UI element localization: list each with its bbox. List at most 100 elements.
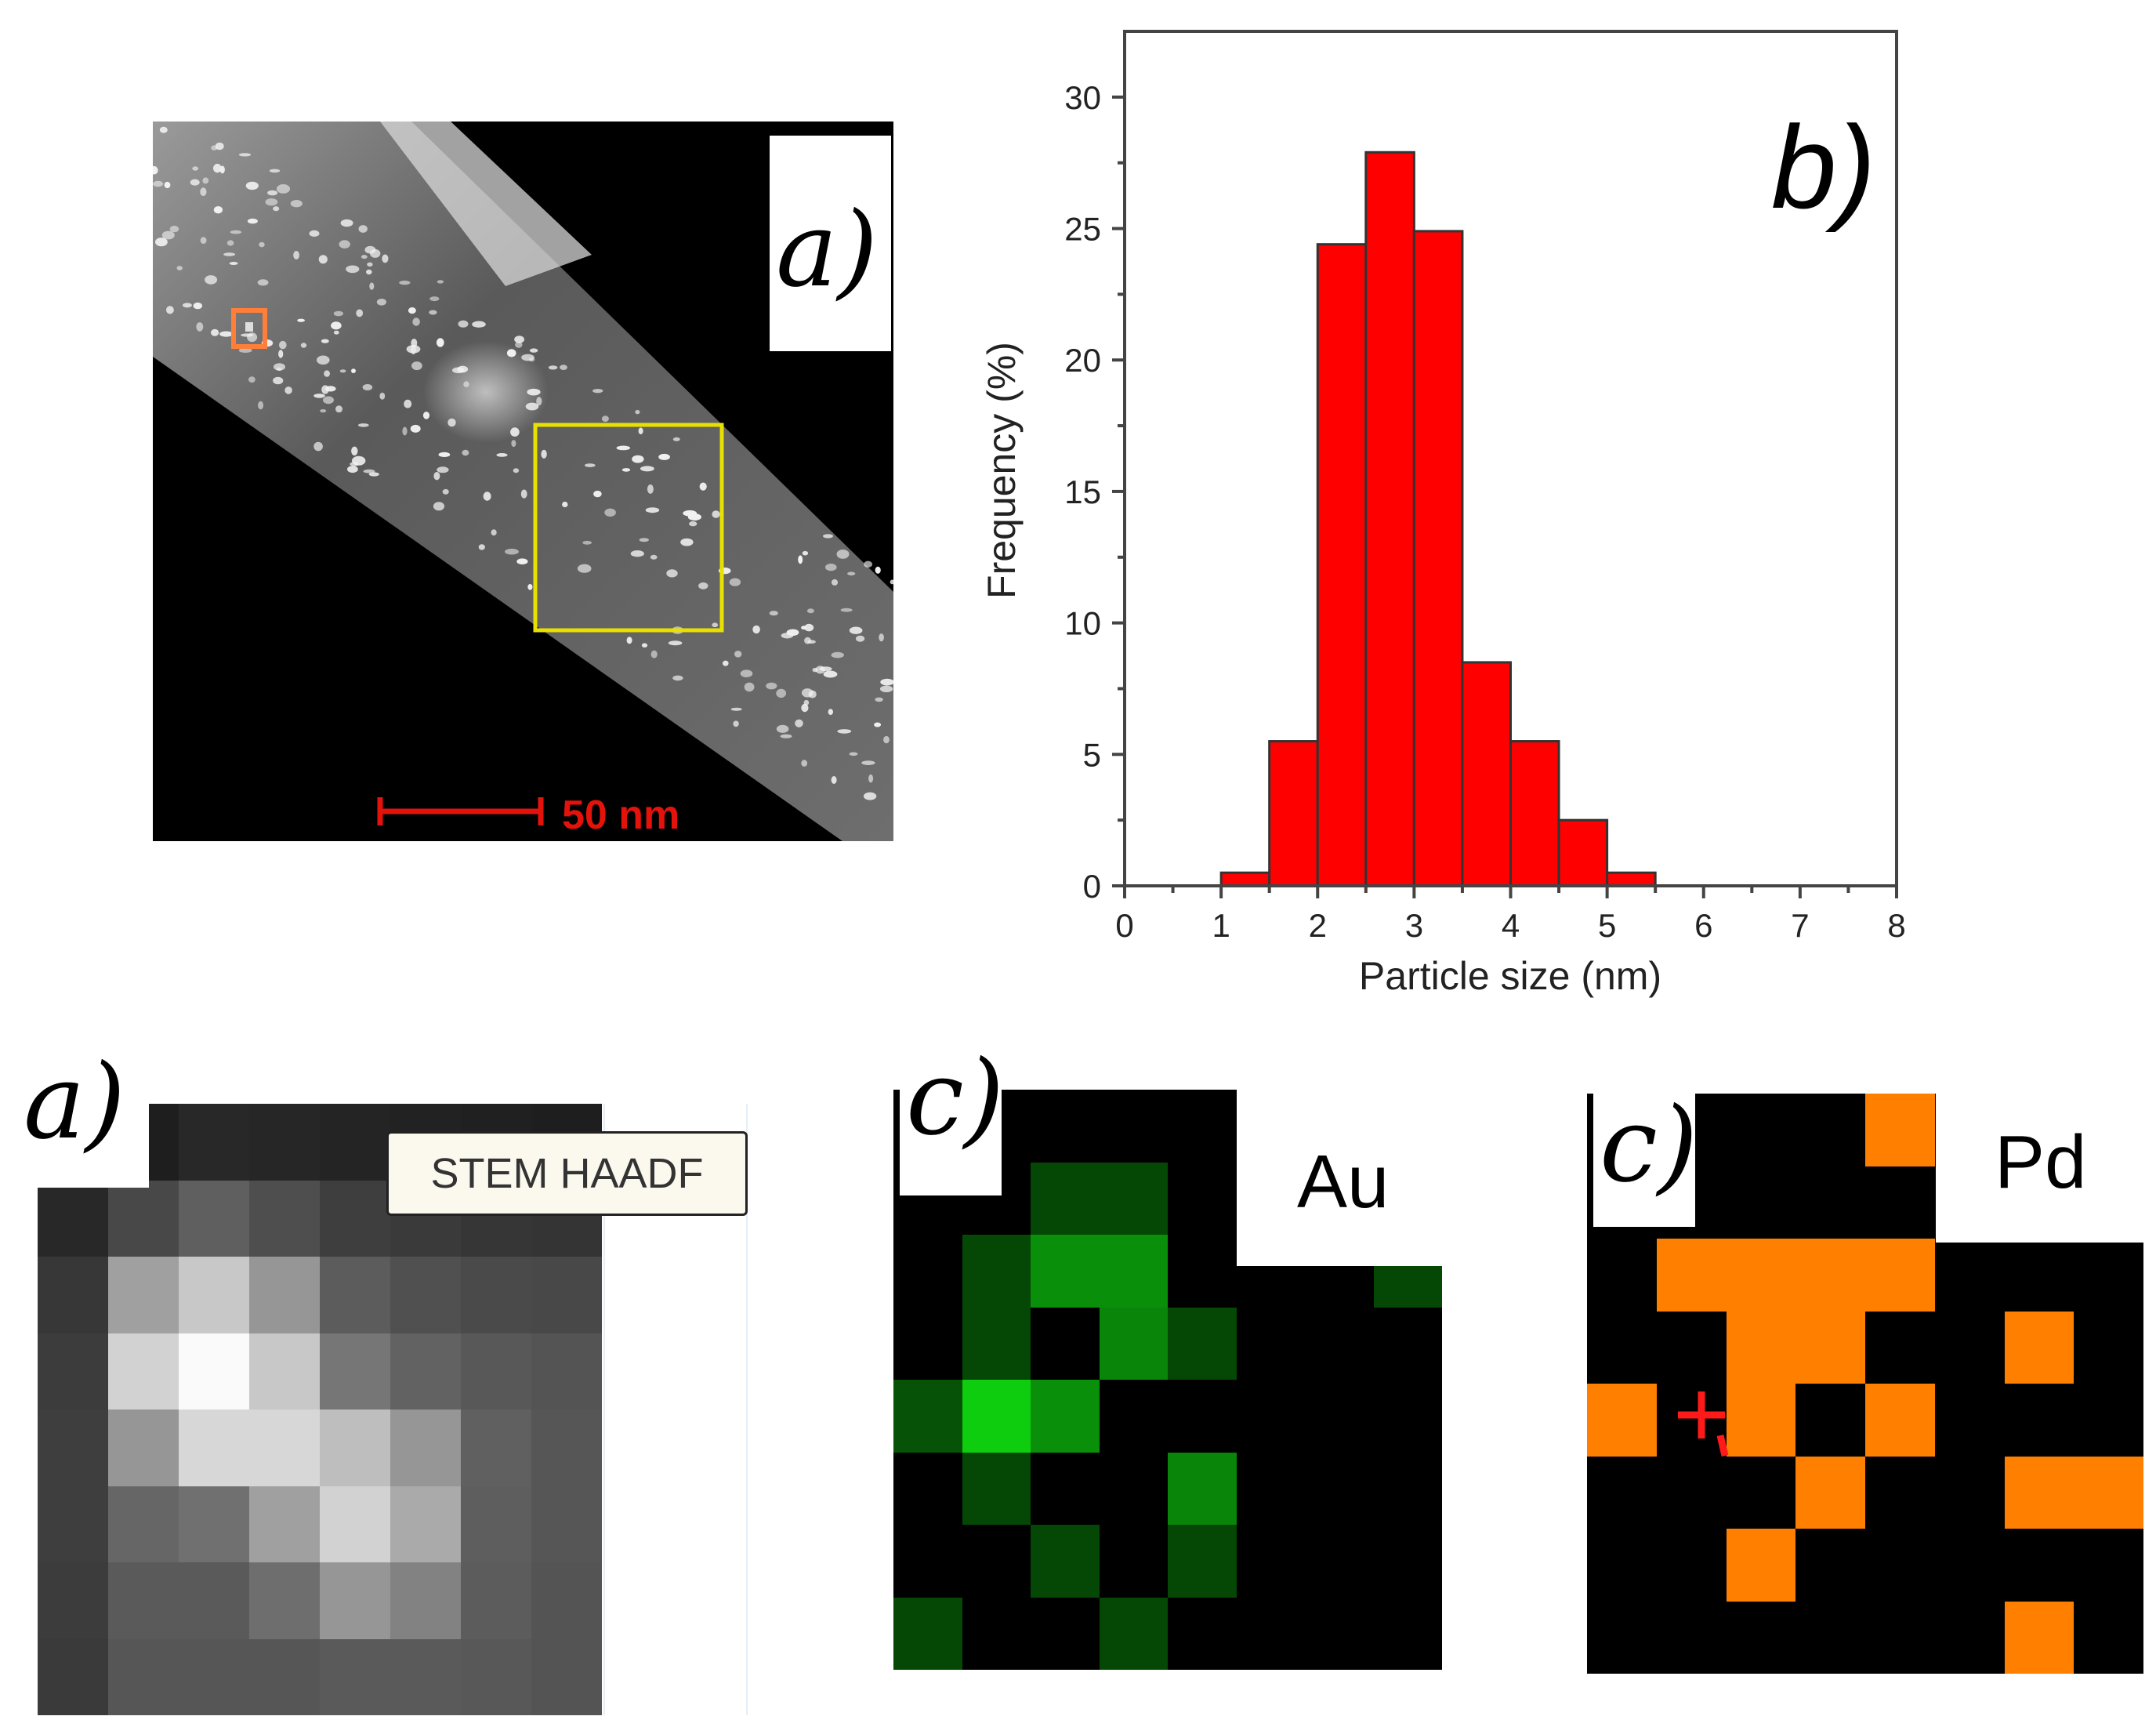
stem-pixel: [179, 1257, 249, 1333]
nanoparticle: [317, 355, 330, 365]
nanoparticle: [641, 643, 648, 648]
nanoparticle: [150, 165, 158, 175]
nanoparticle: [325, 386, 336, 392]
y-tick-label: 10: [1064, 605, 1101, 642]
nanoparticle: [339, 369, 346, 373]
map-pixel: [962, 1307, 1031, 1380]
nanoparticle: [366, 269, 372, 275]
stem-pixel: [461, 1486, 531, 1562]
map-pixel: [2074, 1601, 2143, 1674]
nanoparticle: [155, 238, 168, 247]
y-tick-label: 5: [1083, 736, 1101, 773]
stem-pixel: [461, 1257, 531, 1333]
map-pixel: [1934, 1456, 2005, 1529]
nanoparticle: [313, 394, 325, 398]
map-pixel: [1656, 1311, 1727, 1384]
stem-pixel: [249, 1104, 320, 1181]
stem-pixel: [320, 1638, 390, 1715]
map-pixel: [2074, 1456, 2143, 1529]
stem-pixel: [320, 1180, 390, 1257]
map-pixel: [1236, 1597, 1305, 1670]
nanoparticle: [734, 651, 742, 658]
map-pixel: [962, 1235, 1031, 1308]
stem-pixel: [320, 1410, 390, 1486]
nanoparticle: [593, 490, 602, 498]
nanoparticle: [238, 153, 252, 157]
stem-pixel: [320, 1257, 390, 1333]
nanoparticle: [491, 529, 497, 536]
nanoparticle: [169, 225, 179, 233]
nanoparticle: [621, 468, 631, 472]
nanoparticle: [278, 350, 284, 358]
map-pixel: [1726, 1166, 1796, 1239]
nanoparticle: [740, 669, 753, 677]
nanoparticle: [230, 230, 242, 234]
stem-pixel: [38, 1257, 108, 1333]
map-pixel: [1099, 1162, 1168, 1235]
map-pixel: [893, 1307, 962, 1380]
panel-label-c-mid: c): [900, 1047, 1004, 1195]
histogram-bar: [1606, 871, 1657, 887]
nanoparticle: [437, 280, 444, 284]
stem-pixel: [531, 1638, 602, 1715]
nanoparticle: [437, 466, 449, 473]
nanoparticle: [429, 296, 440, 302]
nanoparticle: [284, 386, 292, 394]
stem-pixel: [249, 1410, 320, 1486]
map-pixel: [1099, 1235, 1168, 1308]
nanoparticle: [333, 330, 339, 335]
map-pixel: [1305, 1525, 1374, 1598]
panel-label-a-bottom: a): [0, 1035, 149, 1188]
crosshair-icon: [1678, 1391, 1729, 1457]
stem-pixel: [249, 1257, 320, 1333]
map-pixel: [1031, 1307, 1100, 1380]
map-pixel: [1031, 1597, 1100, 1670]
nanoparticle: [847, 571, 856, 576]
nanoparticle: [672, 675, 683, 681]
stem-pixel: [179, 1562, 249, 1639]
stem-pixel: [531, 1486, 602, 1562]
nanoparticle: [823, 670, 838, 678]
panel-label-b: b): [1771, 101, 1875, 233]
histogram-bar: [1557, 818, 1609, 887]
stem-pixel: [320, 1562, 390, 1639]
nanoparticle: [356, 309, 364, 317]
nanoparticle: [196, 322, 204, 332]
stem-pixel: [390, 1638, 461, 1715]
map-pixel: [1795, 1529, 1865, 1602]
x-tick-label: 6: [1694, 907, 1712, 944]
map-pixel: [2004, 1601, 2074, 1674]
histogram-bar: [1461, 661, 1512, 887]
nanoparticle: [200, 237, 207, 244]
map-pixel: [2004, 1529, 2074, 1602]
nanoparticle: [511, 440, 516, 448]
y-tick-label: 15: [1064, 473, 1101, 510]
nanoparticle: [402, 426, 408, 436]
stem-pixel: [38, 1486, 108, 1562]
nanoparticle: [438, 452, 451, 457]
nanoparticle: [802, 550, 809, 556]
nanoparticle: [647, 484, 654, 494]
map-pixel: [1865, 1239, 1935, 1312]
histogram-bar: [1316, 243, 1368, 887]
map-pixel: [1865, 1456, 1935, 1529]
histogram-bar: [1509, 740, 1560, 887]
histogram-bar: [1364, 151, 1415, 887]
nanoparticle: [786, 629, 799, 637]
map-pixel: [1031, 1162, 1100, 1235]
stem-pixel: [108, 1257, 179, 1333]
map-pixel: [1865, 1384, 1935, 1457]
nanoparticle: [592, 389, 603, 394]
scale-bar: [377, 797, 544, 825]
nanoparticle: [831, 776, 837, 784]
nanoparticle: [863, 792, 877, 800]
stem-pixel: [179, 1104, 249, 1181]
nanoparticle: [357, 423, 369, 427]
nanoparticle: [202, 177, 209, 184]
nanoparticle: [159, 126, 168, 133]
map-pixel: [1168, 1525, 1237, 1598]
map-pixel: [1099, 1307, 1168, 1380]
nanoparticle: [831, 579, 839, 586]
nanoparticle: [309, 230, 320, 237]
nanoparticle: [666, 569, 678, 578]
